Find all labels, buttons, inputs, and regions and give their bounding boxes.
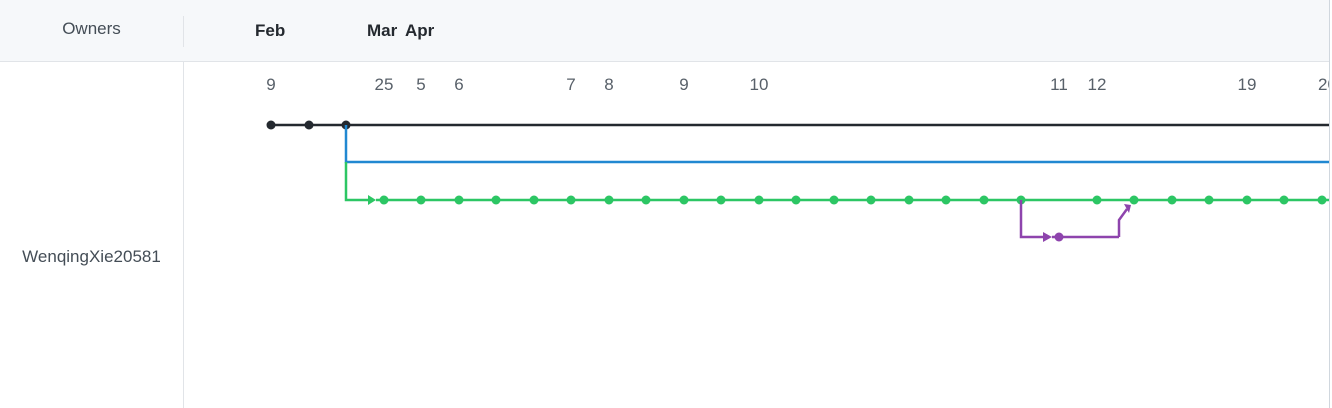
day-label: 20 [1318, 75, 1332, 94]
commit-dot[interactable] [1242, 195, 1252, 205]
owner-name[interactable]: WenqingXie20581 [22, 247, 161, 266]
commit-dot[interactable] [1279, 195, 1289, 205]
month-label-mar: Mar [367, 21, 398, 40]
commit-dot[interactable] [941, 195, 951, 205]
purple-merge-line [1117, 208, 1129, 237]
graph-scroll-edge [1329, 0, 1332, 408]
day-label: 8 [604, 75, 613, 94]
commit-dot[interactable] [979, 195, 989, 205]
commit-dot[interactable] [529, 195, 539, 205]
commit-dot[interactable] [754, 195, 764, 205]
commit-dot[interactable] [829, 195, 839, 205]
purple-merge-arrow-icon [1124, 204, 1131, 213]
day-label: 19 [1238, 75, 1257, 94]
owners-column-header: Owners [62, 19, 121, 38]
owners-column-divider [183, 62, 184, 408]
commit-dot[interactable] [1129, 195, 1139, 205]
commit-dot[interactable] [454, 195, 464, 205]
day-label: 25 [375, 75, 394, 94]
green-branch-connector [344, 162, 372, 202]
commit-dot[interactable] [1317, 195, 1327, 205]
day-label: 7 [566, 75, 575, 94]
commit-dot[interactable] [904, 195, 914, 205]
commit-dot[interactable] [1054, 232, 1064, 242]
day-label: 5 [416, 75, 425, 94]
month-label-apr: Apr [405, 21, 435, 40]
day-label: 9 [266, 75, 275, 94]
commit-dot[interactable] [1167, 195, 1177, 205]
green-branch-commits [379, 195, 1327, 205]
day-label: 9 [679, 75, 688, 94]
commit-dot[interactable] [1092, 195, 1102, 205]
commit-dot[interactable] [266, 120, 276, 130]
purple-branch-connector [1019, 200, 1046, 239]
commit-dot[interactable] [716, 195, 726, 205]
day-label: 6 [454, 75, 463, 94]
commit-dot[interactable] [491, 195, 501, 205]
commit-dot[interactable] [604, 195, 614, 205]
day-label: 11 [1050, 75, 1068, 94]
commit-dot[interactable] [1204, 195, 1214, 205]
blue-branch-line [344, 125, 1332, 164]
header-divider [183, 16, 184, 47]
network-graph-header: Owners Feb Mar Apr [0, 0, 1332, 62]
commit-dot[interactable] [416, 195, 426, 205]
day-label: 10 [750, 75, 769, 94]
commit-dot[interactable] [679, 195, 689, 205]
commit-dot[interactable] [304, 120, 314, 130]
commit-dot[interactable] [791, 195, 801, 205]
commit-dot[interactable] [641, 195, 651, 205]
purple-branch-arrow-icon [1043, 232, 1052, 242]
commit-dot[interactable] [566, 195, 576, 205]
green-branch-arrow-icon [368, 195, 376, 205]
commit-dot[interactable] [379, 195, 389, 205]
month-label-feb: Feb [255, 21, 286, 40]
commit-dot[interactable] [866, 195, 876, 205]
day-label: 12 [1088, 75, 1107, 94]
